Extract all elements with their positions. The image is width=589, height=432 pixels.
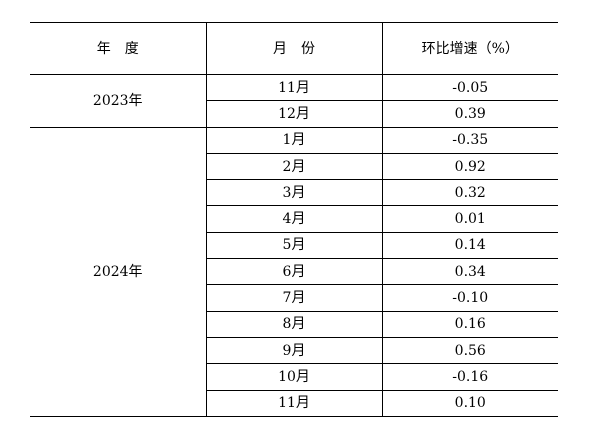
table-row: 9月 0.56 [30,337,558,365]
table-row: 5月 0.14 [30,232,558,260]
header-row: 年度 月份 环比增速（%） [30,22,558,75]
growth-value-cell: -0.16 [382,363,558,391]
month-cell: 9月 [205,337,383,365]
growth-value-cell: -0.10 [382,284,558,312]
month-cell: 10月 [205,363,383,391]
growth-value-cell: -0.35 [382,127,558,154]
month-cell: 4月 [205,205,383,233]
month-cell: 5月 [205,232,383,260]
header-month: 月份 [205,22,383,75]
growth-value-cell: 0.56 [382,337,558,365]
month-cell: 8月 [205,311,383,338]
growth-value-cell: -0.05 [382,74,558,102]
growth-value-cell: 0.39 [382,100,558,128]
month-cell: 1月 [205,127,383,154]
growth-value-cell: 0.14 [382,232,558,260]
month-cell: 7月 [205,284,383,312]
growth-value-cell: 0.34 [382,258,558,286]
growth-value-cell: 0.16 [382,311,558,338]
header-year: 年度 [30,22,206,75]
table-row: 7月 -0.10 [30,284,558,312]
month-cell: 6月 [205,258,383,286]
table-row: 6月 0.34 [30,258,558,286]
table-row: 2023年 11月 -0.05 [30,74,558,128]
month-cell: 11月 [205,390,383,417]
month-cell: 2月 [205,153,383,181]
table-row: 2024年 1月 -0.35 [30,127,558,417]
table-row: 12月 0.39 [30,100,558,128]
table-row: 10月 -0.16 [30,363,558,391]
table-row: 4月 0.01 [30,205,558,233]
table-row: 3月 0.32 [30,179,558,207]
growth-value-cell: 0.92 [382,153,558,181]
month-cell: 12月 [205,100,383,128]
growth-value-cell: 0.01 [382,205,558,233]
year-cell: 2024年 [30,127,206,417]
month-cell: 3月 [205,179,383,207]
table-body: 2023年 11月 -0.05 12月 0.39 2024年 1月 -0.35 2月 0.92 3月… [30,74,558,417]
table-row: 8月 0.16 [30,311,558,338]
table-row: 11月 0.10 [30,390,558,417]
growth-value-cell: 0.10 [454,395,486,412]
growth-rate-table: 年度 月份 环比增速（%） 2023年 11月 -0.05 12月 0.39 2024年 1… [30,22,558,417]
header-growth-rate: 环比增速（%） [382,22,558,75]
year-cell: 2023年 [30,74,206,128]
table-row: 2月 0.92 [30,153,558,181]
month-cell: 11月 [205,74,383,102]
growth-value-cell: 0.32 [382,179,558,207]
